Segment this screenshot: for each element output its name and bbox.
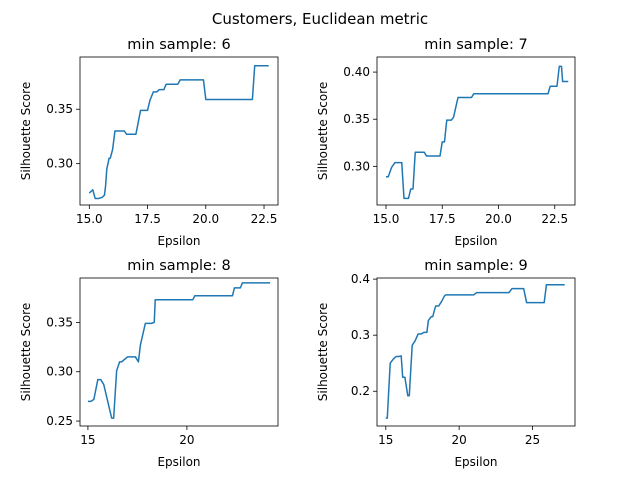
x-tick-label: 25 [525,433,540,447]
subplot-3: min sample: 8 15 20 0.25 0.30 0.35 Epsilon Silh… [19,258,279,469]
x-axis-label: Epsilon [454,234,497,248]
y-tick-label: 0.35 [343,112,370,126]
x-tick-label: 20.0 [485,212,512,226]
y-tick-label: 0.30 [46,365,73,379]
subplot-4: min sample: 9 15 20 25 0.2 0.3 0.4 Epsilon Silho… [316,258,576,469]
x-tick-label: 17.5 [134,212,161,226]
series-line [385,283,565,419]
y-tick-label: 0.30 [343,159,370,173]
axes-frame [376,277,576,427]
x-tick-label: 20 [451,433,466,447]
x-tick-label: 22.5 [251,212,278,226]
subplot-2: min sample: 7 15.0 17.5 20.0 22.5 0.30 0.35 0.4… [316,37,576,248]
x-tick-label: 15 [80,433,95,447]
series-line [87,282,271,419]
x-tick-label: 15 [378,433,393,447]
y-axis-label: Silhouette Score [19,82,33,180]
x-tick-label: 20 [179,433,194,447]
subplot-title: min sample: 7 [424,37,527,53]
y-tick-label: 0.2 [351,384,370,398]
y-tick-label: 0.35 [46,315,73,329]
y-tick-label: 0.35 [46,102,73,116]
axes-frame [79,56,279,206]
x-axis-label: Epsilon [454,455,497,469]
subplot-title: min sample: 6 [127,37,230,53]
y-tick-label: 0.40 [343,65,370,79]
x-tick-label: 17.5 [429,212,456,226]
subplot-1: min sample: 6 15.0 17.5 20.0 22.5 0.30 0.35 Eps… [19,37,279,248]
y-axis-label: Silhouette Score [316,82,330,180]
subplot-title: min sample: 9 [424,258,527,274]
axes-frame [79,277,279,427]
x-tick-label: 20.0 [192,212,219,226]
x-tick-label: 22.5 [541,212,568,226]
subplot-title: min sample: 8 [127,258,230,274]
y-tick-label: 0.25 [46,414,73,428]
x-tick-label: 15.0 [373,212,400,226]
series-line [386,65,569,200]
y-axis-label: Silhouette Score [316,303,330,401]
figure-title: Customers, Euclidean metric [212,10,428,28]
x-tick-label: 15.0 [76,212,103,226]
y-tick-label: 0.3 [351,328,370,342]
axes-frame [376,56,576,206]
y-tick-label: 0.30 [46,157,73,171]
y-axis-label: Silhouette Score [19,303,33,401]
x-axis-label: Epsilon [157,234,200,248]
x-axis-label: Epsilon [157,455,200,469]
y-tick-label: 0.4 [351,272,370,286]
series-line [88,64,269,200]
